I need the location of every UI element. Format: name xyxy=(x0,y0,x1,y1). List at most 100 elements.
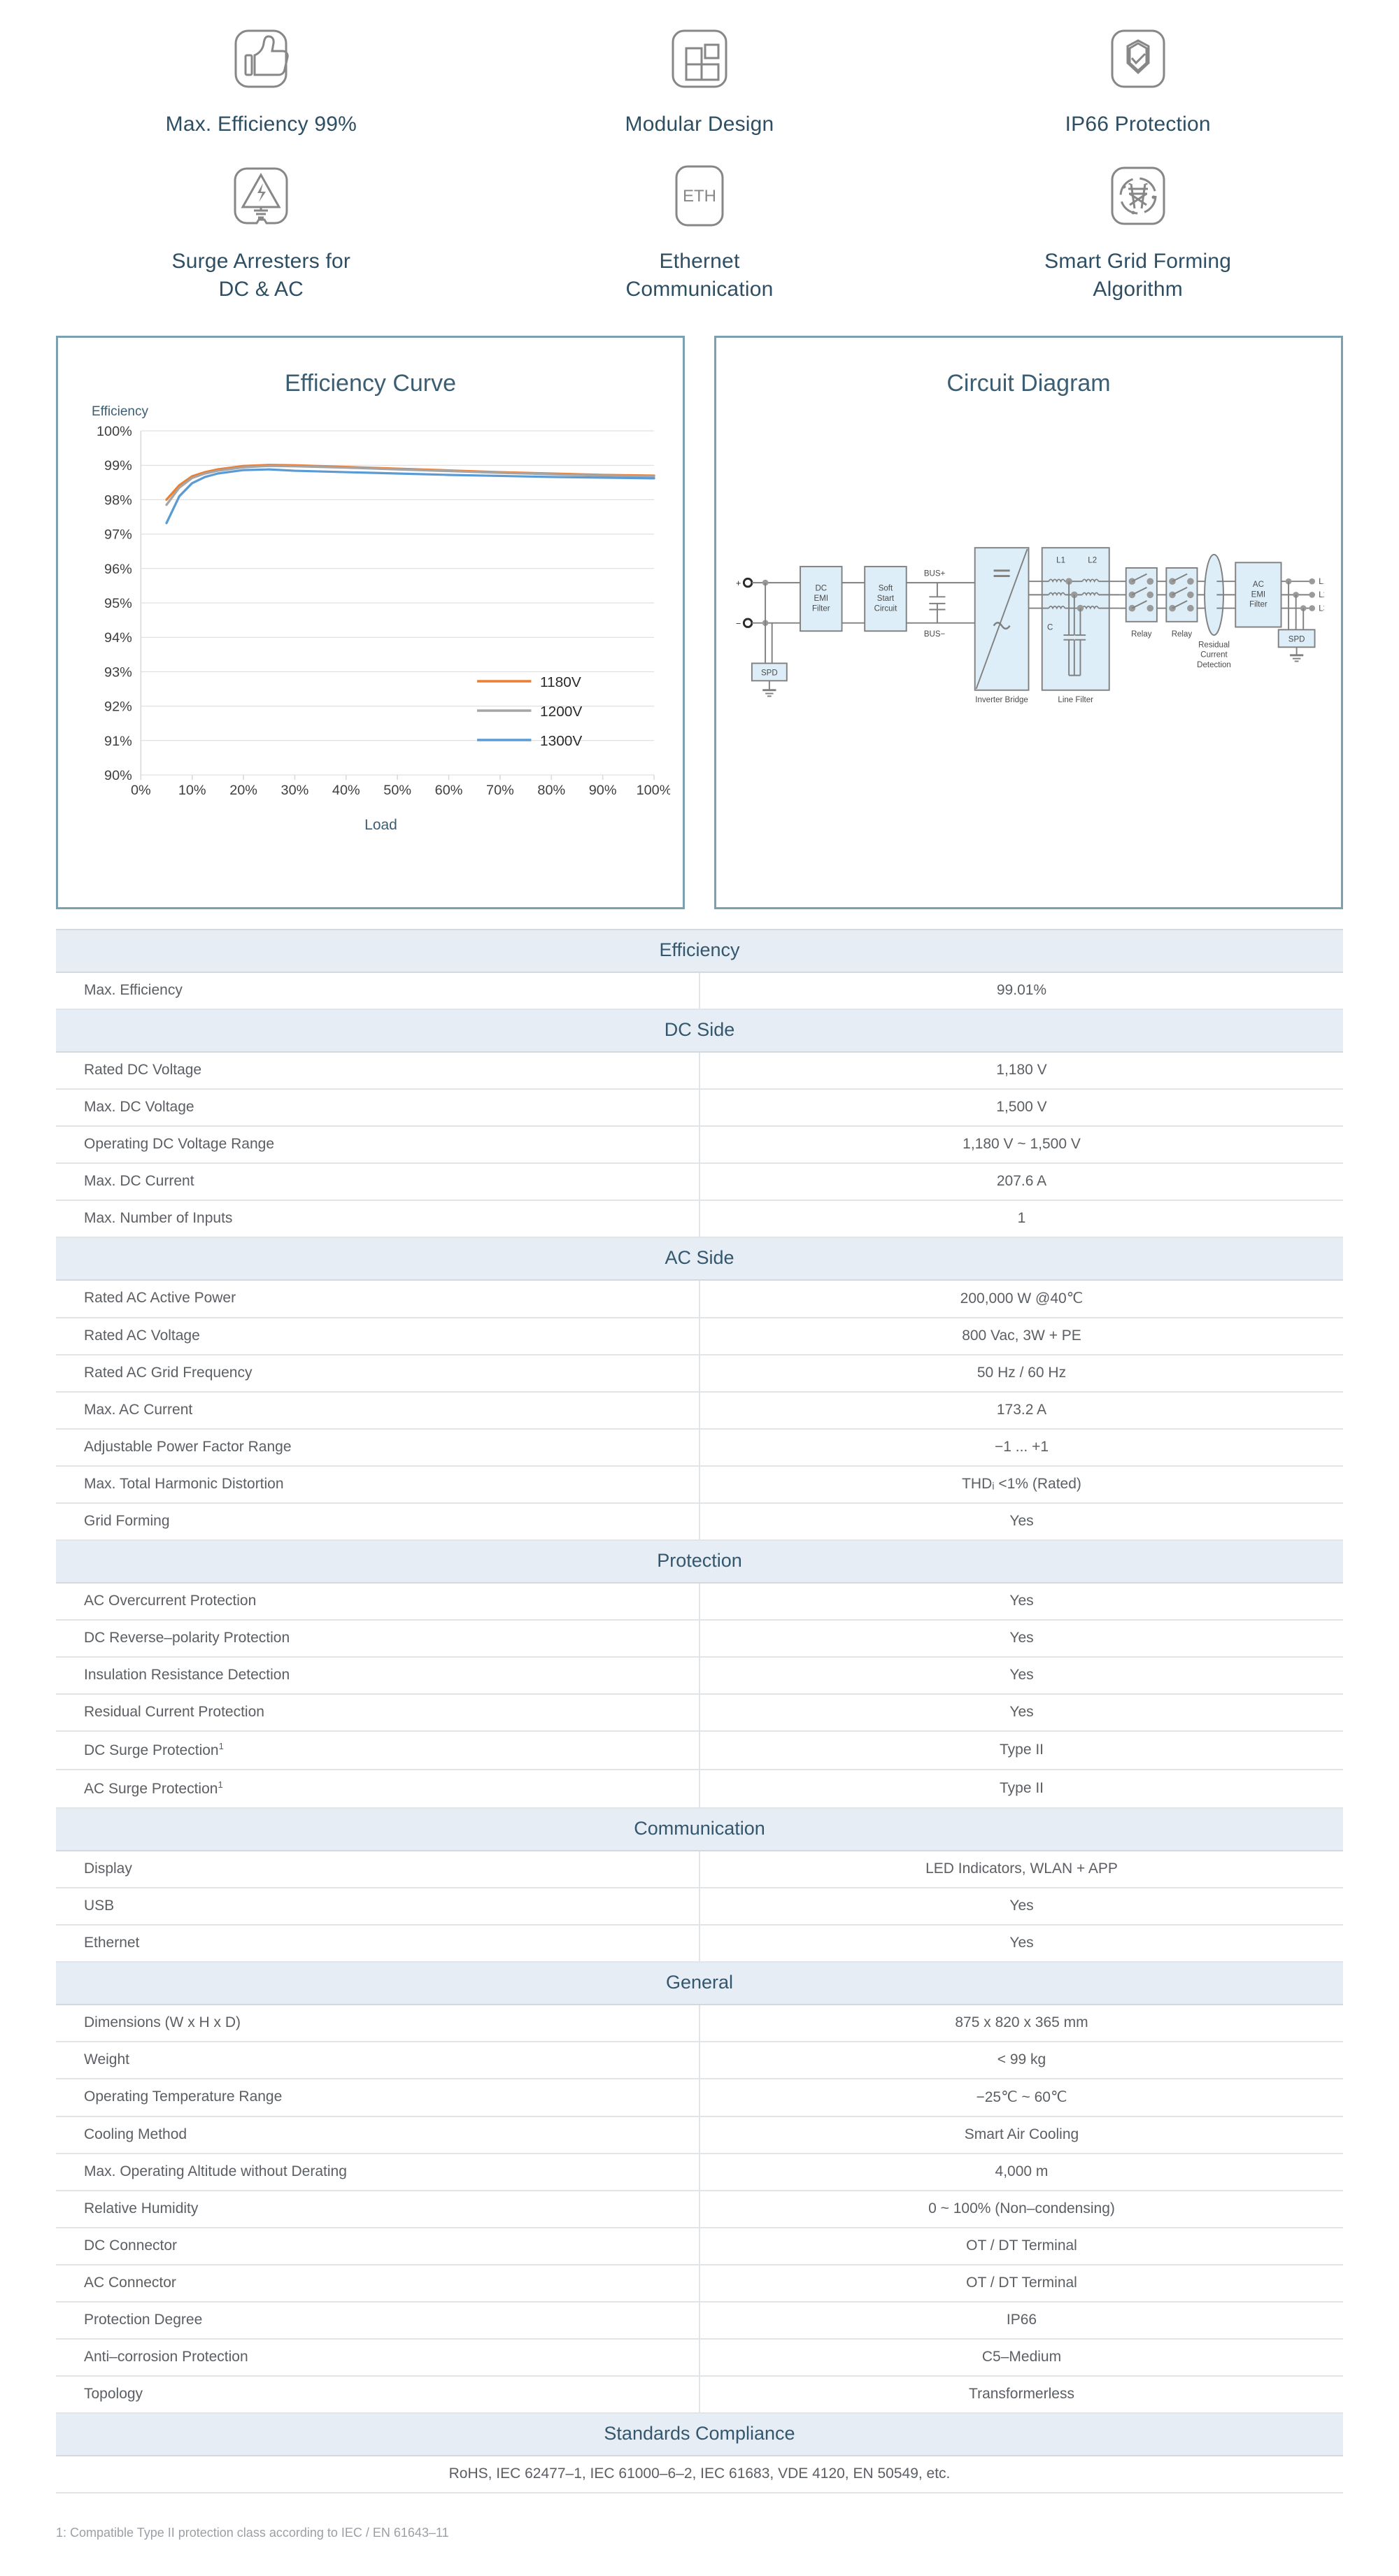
feature-modular-design: Modular Design xyxy=(481,14,919,151)
spec-row: Max. DC Voltage 1,500 V xyxy=(56,1088,1343,1127)
spec-key: Protection Degree xyxy=(56,2301,700,2340)
spec-value: Smart Air Cooling xyxy=(700,2116,1343,2154)
spec-value: C5–Medium xyxy=(700,2338,1343,2377)
spec-row: Display LED Indicators, WLAN + APP xyxy=(56,1850,1343,1888)
chart-legend-item: 1300V xyxy=(540,733,583,748)
spec-section-title: Communication xyxy=(56,1807,1343,1851)
spec-key: Max. Operating Altitude without Derating xyxy=(56,2153,700,2191)
chart-x-tick: 30% xyxy=(281,783,309,798)
spec-row: Operating Temperature Range −25℃ ~ 60℃ xyxy=(56,2078,1343,2117)
spec-row: Residual Current Protection Yes xyxy=(56,1693,1343,1732)
spec-value: RoHS, IEC 62477–1, IEC 61000–6–2, IEC 61… xyxy=(56,2455,1343,2493)
chart-legend-item: 1200V xyxy=(540,704,583,719)
spec-section-header: DC Side xyxy=(56,1008,1343,1053)
feature-ip66-protection: IP66 Protection xyxy=(918,14,1357,151)
spec-key: Relative Humidity xyxy=(56,2190,700,2228)
spec-row: Cooling Method Smart Air Cooling xyxy=(56,2116,1343,2154)
spec-row-full: RoHS, IEC 62477–1, IEC 61000–6–2, IEC 61… xyxy=(56,2455,1343,2493)
footnote: 1: Compatible Type II protection class a… xyxy=(56,2525,449,2540)
chart-y-tick: 92% xyxy=(104,699,132,715)
spec-key: Max. DC Voltage xyxy=(56,1088,700,1127)
spec-value: −1 ... +1 xyxy=(700,1428,1343,1467)
spec-section-header: Communication xyxy=(56,1807,1343,1851)
spec-key: Display xyxy=(56,1850,700,1888)
spec-row: Max. Efficiency 99.01% xyxy=(56,972,1343,1010)
spec-value: 800 Vac, 3W + PE xyxy=(700,1317,1343,1355)
capacitor-label: C xyxy=(1047,623,1053,632)
dc-plus-label: + xyxy=(736,578,741,588)
spec-value: 50 Hz / 60 Hz xyxy=(700,1354,1343,1393)
spec-key-footnote-marker: 1 xyxy=(218,1779,223,1790)
spec-section-header: Efficiency xyxy=(56,928,1343,973)
spec-key: Max. Efficiency xyxy=(56,972,700,1010)
modular-blocks-icon xyxy=(663,22,736,95)
spec-key: Cooling Method xyxy=(56,2116,700,2154)
chart-x-tick: 20% xyxy=(229,783,257,798)
spec-row: Protection Degree IP66 xyxy=(56,2301,1343,2340)
spec-value: Yes xyxy=(700,1619,1343,1658)
spec-section-header: Standards Compliance xyxy=(56,2412,1343,2456)
spec-row: Rated DC Voltage 1,180 V xyxy=(56,1051,1343,1090)
spec-section-header: AC Side xyxy=(56,1236,1343,1281)
chart-x-tick: 60% xyxy=(435,783,463,798)
spec-row: AC Connector OT / DT Terminal xyxy=(56,2264,1343,2303)
spec-key: Anti–corrosion Protection xyxy=(56,2338,700,2377)
spec-key: USB xyxy=(56,1887,700,1926)
chart-y-tick: 97% xyxy=(104,527,132,543)
feature-label: IP66 Protection xyxy=(1065,113,1211,136)
chart-x-tick: 70% xyxy=(486,783,514,798)
feature-smart-grid-forming: Smart Grid Forming Algorithm xyxy=(918,151,1357,316)
spd-left-label: SPD xyxy=(761,669,778,677)
spec-key-footnote-marker: 1 xyxy=(218,1740,224,1751)
dc-minus-label: − xyxy=(736,618,741,628)
chart-y-tick: 91% xyxy=(104,734,132,749)
spec-row: Max. AC Current 173.2 A xyxy=(56,1391,1343,1430)
chart-y-tick: 93% xyxy=(104,664,132,680)
spec-value: IP66 xyxy=(700,2301,1343,2340)
spec-key: Operating DC Voltage Range xyxy=(56,1125,700,1164)
spec-value: Yes xyxy=(700,1656,1343,1695)
chart-x-tick: 10% xyxy=(178,783,206,798)
chart-y-tick: 99% xyxy=(104,458,132,474)
spec-key: Max. Number of Inputs xyxy=(56,1200,700,1238)
circuit-diagram: + − SPD DC xyxy=(716,404,1341,828)
output-l2-label: L2 xyxy=(1319,591,1324,599)
spec-value: 200,000 W @40℃ xyxy=(700,1279,1343,1318)
chart-y-tick: 94% xyxy=(104,630,132,646)
chart-x-tick: 100% xyxy=(637,783,670,798)
feature-max-efficiency: Max. Efficiency 99% xyxy=(42,14,481,151)
spec-key: AC Connector xyxy=(56,2264,700,2303)
residual-label: Residual xyxy=(1198,641,1230,649)
feature-surge-arresters: Surge Arresters for DC & AC xyxy=(42,151,481,316)
ethernet-icon: ETH xyxy=(663,159,736,232)
spec-row: DC Reverse–polarity Protection Yes xyxy=(56,1619,1343,1658)
spec-key: Max. AC Current xyxy=(56,1391,700,1430)
spec-value: 1,180 V xyxy=(700,1051,1343,1090)
svg-text:Filter: Filter xyxy=(1249,600,1267,609)
spec-value: −25℃ ~ 60℃ xyxy=(700,2078,1343,2117)
spec-section-title: Efficiency xyxy=(56,928,1343,973)
line-filter-label: Line Filter xyxy=(1058,696,1093,704)
feature-highlights: Max. Efficiency 99% Modular Design IP66 … xyxy=(0,0,1399,323)
spec-section-title: AC Side xyxy=(56,1236,1343,1281)
chart-y-tick: 98% xyxy=(104,492,132,508)
spec-value: 1 xyxy=(700,1200,1343,1238)
spec-key: Dimensions (W x H x D) xyxy=(56,2004,700,2042)
svg-text:Detection: Detection xyxy=(1197,661,1231,669)
relay-2-label: Relay xyxy=(1172,630,1193,639)
spec-key: Ethernet xyxy=(56,1924,700,1963)
spec-row: Weight < 99 kg xyxy=(56,2041,1343,2079)
ac-emi-filter-label: AC xyxy=(1253,581,1264,589)
svg-text:Current: Current xyxy=(1200,650,1228,659)
diagram-panels: Efficiency Curve Efficiency 90% 91% 92% 93%… xyxy=(0,323,1399,916)
efficiency-curve-panel: Efficiency Curve Efficiency 90% 91% 92% 93%… xyxy=(56,335,685,909)
chart-x-tick: 40% xyxy=(332,783,360,798)
chart-x-axis-title: Load xyxy=(364,816,397,833)
spec-row: Rated AC Voltage 800 Vac, 3W + PE xyxy=(56,1317,1343,1355)
surge-arrester-icon xyxy=(225,159,297,232)
spec-key: Rated AC Voltage xyxy=(56,1317,700,1355)
spec-section-title: Protection xyxy=(56,1539,1343,1584)
spec-value: Type II xyxy=(700,1730,1343,1770)
spec-value: OT / DT Terminal xyxy=(700,2227,1343,2265)
spec-row: Ethernet Yes xyxy=(56,1924,1343,1963)
